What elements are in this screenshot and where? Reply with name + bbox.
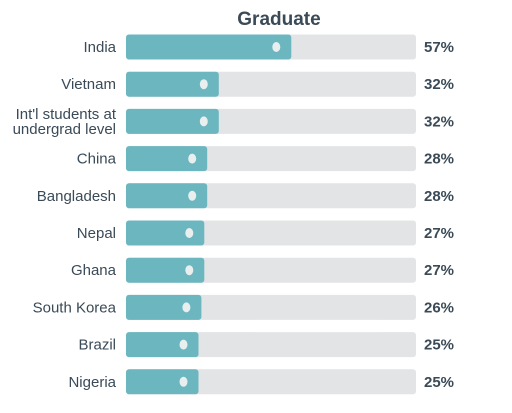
bar — [126, 220, 205, 246]
bar-row: Int'l students at undergrad level 32% — [13, 106, 454, 138]
bar — [126, 108, 219, 134]
bar-marker-dot — [182, 302, 191, 313]
category-label: Nepal — [77, 225, 116, 242]
bar-row: Bangladesh 28% — [37, 183, 454, 209]
bar-marker-dot — [199, 79, 208, 90]
bar — [126, 146, 208, 172]
bar-row: Nigeria 25% — [68, 369, 454, 395]
value-label: 26% — [424, 299, 454, 316]
bar-row: Brazil 25% — [78, 332, 454, 358]
bar-marker-dot — [179, 376, 188, 387]
bars-layer: India 57%Vietnam 32%Int'l students at under… — [13, 34, 454, 395]
bar-marker-dot — [188, 153, 197, 164]
bar — [126, 257, 205, 283]
value-label: 25% — [424, 337, 454, 354]
value-label: 32% — [424, 113, 454, 130]
category-label: India — [83, 39, 116, 56]
value-label: 27% — [424, 225, 454, 242]
value-label: 28% — [424, 151, 454, 168]
value-label: 25% — [424, 374, 454, 391]
category-label: South Korea — [33, 299, 117, 316]
bar-marker-dot — [188, 190, 197, 201]
value-label: 32% — [424, 76, 454, 93]
bar — [126, 369, 199, 395]
bar — [126, 183, 208, 209]
bar — [126, 34, 292, 60]
bar-row: China 28% — [77, 146, 454, 172]
category-label: Brazil — [78, 337, 116, 354]
bar-marker-dot — [179, 339, 188, 350]
chart-title: Graduate — [237, 9, 320, 30]
category-label: Bangladesh — [37, 188, 116, 205]
category-label: Nigeria — [68, 374, 116, 391]
category-label: Vietnam — [61, 76, 116, 93]
bar-row: Vietnam 32% — [61, 71, 454, 97]
bar — [126, 71, 219, 97]
bar-row: South Korea 26% — [33, 294, 454, 320]
bar-marker-dot — [185, 265, 194, 276]
category-label: Int'l students at undergrad level — [13, 106, 117, 138]
bar-row: Ghana 27% — [71, 257, 454, 283]
bar — [126, 294, 202, 320]
value-label: 57% — [424, 39, 454, 56]
category-label: Ghana — [71, 262, 117, 279]
value-label: 27% — [424, 262, 454, 279]
bar-row: India 57% — [83, 34, 454, 60]
value-label: 28% — [424, 188, 454, 205]
bar-marker-dot — [199, 116, 208, 127]
bar-row: Nepal 27% — [77, 220, 454, 246]
category-label: China — [77, 151, 117, 168]
bar-marker-dot — [185, 228, 194, 238]
bar-marker-dot — [272, 42, 281, 52]
bar — [126, 332, 199, 358]
